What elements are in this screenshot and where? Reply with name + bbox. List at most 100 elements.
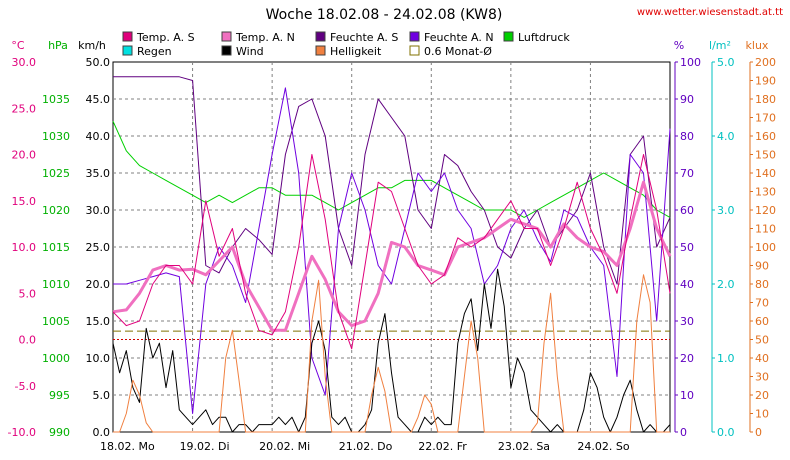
- rain-axis-tick: 5.0: [717, 56, 735, 69]
- light-axis-tick: 50: [755, 334, 769, 347]
- legend: Temp. A. S Temp. A. N Feuchte A. S Feuchte …: [122, 31, 570, 58]
- x-tick-label: 19.02. Di: [180, 440, 230, 453]
- pressure-tick: 1010: [42, 278, 70, 291]
- humidity-axis-tick: 50: [680, 241, 694, 254]
- temp-tick: 5.0: [19, 287, 37, 300]
- humidity-axis-tick: 80: [680, 130, 694, 143]
- temp-tick: 20.0: [12, 149, 37, 162]
- series-temp-a-s: [112, 154, 671, 350]
- humidity-axis-tick: 20: [680, 352, 694, 365]
- rain-axis-tick: 2.0: [717, 278, 735, 291]
- light-axis-tick: 170: [755, 112, 776, 125]
- pressure-tick: 1020: [42, 204, 70, 217]
- light-axis-tick: 60: [755, 315, 769, 328]
- wind-tick: 35.0: [86, 167, 111, 180]
- rain-axis-tick: 3.0: [717, 204, 735, 217]
- rain-axis-tick: 1.0: [717, 352, 735, 365]
- light-axis-tick: 30: [755, 371, 769, 384]
- temp-tick: -5.0: [15, 380, 36, 393]
- temp-tick: 25.0: [12, 102, 37, 115]
- rain-axis-tick: 0.0: [717, 426, 735, 439]
- light-axis-tick: 160: [755, 130, 776, 143]
- legend-label: Wind: [236, 45, 264, 58]
- temp-axis-label: °C: [11, 39, 25, 52]
- rain-axis-label: l/m²: [709, 39, 731, 52]
- legend-label: 0.6 Monat-Ø: [424, 45, 492, 58]
- legend-swatch: [122, 45, 133, 56]
- humidity-axis-label: %: [674, 39, 684, 52]
- light-axis-tick: 190: [755, 75, 776, 88]
- light-axis-tick: 0: [755, 426, 762, 439]
- pressure-tick: 1005: [42, 315, 70, 328]
- wind-tick: 5.0: [93, 389, 111, 402]
- x-tick-label: 24.02. So: [577, 440, 629, 453]
- temp-tick: 0.0: [19, 334, 37, 347]
- series-helligkeit: [113, 274, 670, 433]
- humidity-axis-tick: 10: [680, 389, 694, 402]
- light-axis-tick: 90: [755, 260, 769, 273]
- series-feuchte-a-s: [113, 76, 671, 285]
- humidity-axis-tick: 0: [680, 426, 687, 439]
- wind-tick: 30.0: [86, 204, 111, 217]
- humidity-axis-tick: 60: [680, 204, 694, 217]
- wind-tick: 50.0: [86, 56, 111, 69]
- wind-tick: 25.0: [86, 241, 111, 254]
- wind-tick: 20.0: [86, 278, 111, 291]
- pressure-tick: 995: [49, 389, 70, 402]
- light-axis-tick: 70: [755, 297, 769, 310]
- light-axis-tick: 200: [755, 56, 776, 69]
- light-axis-tick: 110: [755, 223, 776, 236]
- chart-title: Woche 18.02.08 - 24.02.08 (KW8): [266, 7, 503, 23]
- pressure-tick: 990: [49, 426, 70, 439]
- pressure-tick: 1015: [42, 241, 70, 254]
- wind-tick: 15.0: [86, 315, 111, 328]
- legend-swatch: [315, 45, 326, 56]
- legend-label: Temp. A. N: [235, 31, 295, 44]
- axes: 30.0 25.0 20.0 15.0 10.0 5.0 0.0 -5.0 -10.0 1035 1…: [8, 39, 776, 453]
- legend-label: Luftdruck: [518, 31, 570, 44]
- legend-label: Regen: [137, 45, 172, 58]
- x-tick-label: 20.02. Mi: [259, 440, 310, 453]
- wind-tick: 40.0: [86, 130, 111, 143]
- temp-tick: 15.0: [12, 195, 37, 208]
- humidity-axis-tick: 100: [680, 56, 701, 69]
- legend-swatch: [221, 31, 232, 42]
- pressure-tick: 1035: [42, 93, 70, 106]
- humidity-axis-tick: 70: [680, 167, 694, 180]
- x-tick-label: 23.02. Sa: [498, 440, 550, 453]
- pressure-tick: 1000: [42, 352, 70, 365]
- legend-swatch: [409, 45, 420, 56]
- wind-tick: 0.0: [93, 426, 111, 439]
- pressure-tick: 1025: [42, 167, 70, 180]
- pressure-axis-label: hPa: [48, 39, 68, 52]
- light-axis-tick: 100: [755, 241, 776, 254]
- rain-axis-tick: 4.0: [717, 130, 735, 143]
- light-axis-tick: 10: [755, 408, 769, 421]
- series-wind: [112, 268, 671, 433]
- legend-label: Feuchte A. S: [330, 31, 398, 44]
- humidity-axis-tick: 90: [680, 93, 694, 106]
- light-axis-tick: 40: [755, 352, 769, 365]
- light-axis-tick: 80: [755, 278, 769, 291]
- temp-tick: 10.0: [12, 241, 37, 254]
- x-tick-label: 18.02. Mo: [100, 440, 155, 453]
- wind-tick: 45.0: [86, 93, 111, 106]
- light-axis-tick: 130: [755, 186, 776, 199]
- legend-label: Feuchte A. N: [424, 31, 494, 44]
- temp-tick: -10.0: [8, 426, 36, 439]
- legend-swatch: [221, 45, 232, 56]
- legend-swatch: [122, 31, 133, 42]
- wind-axis-label: km/h: [78, 39, 106, 52]
- humidity-axis-tick: 40: [680, 278, 694, 291]
- pressure-tick: 1030: [42, 130, 70, 143]
- x-tick-label: 22.02. Fr: [418, 440, 467, 453]
- light-axis-label: klux: [746, 39, 769, 52]
- x-tick-label: 21.02. Do: [339, 440, 393, 453]
- legend-swatch: [503, 31, 514, 42]
- humidity-axis-tick: 30: [680, 315, 694, 328]
- temp-tick: 30.0: [12, 56, 37, 69]
- light-axis-tick: 140: [755, 167, 776, 180]
- light-axis-tick: 120: [755, 204, 776, 217]
